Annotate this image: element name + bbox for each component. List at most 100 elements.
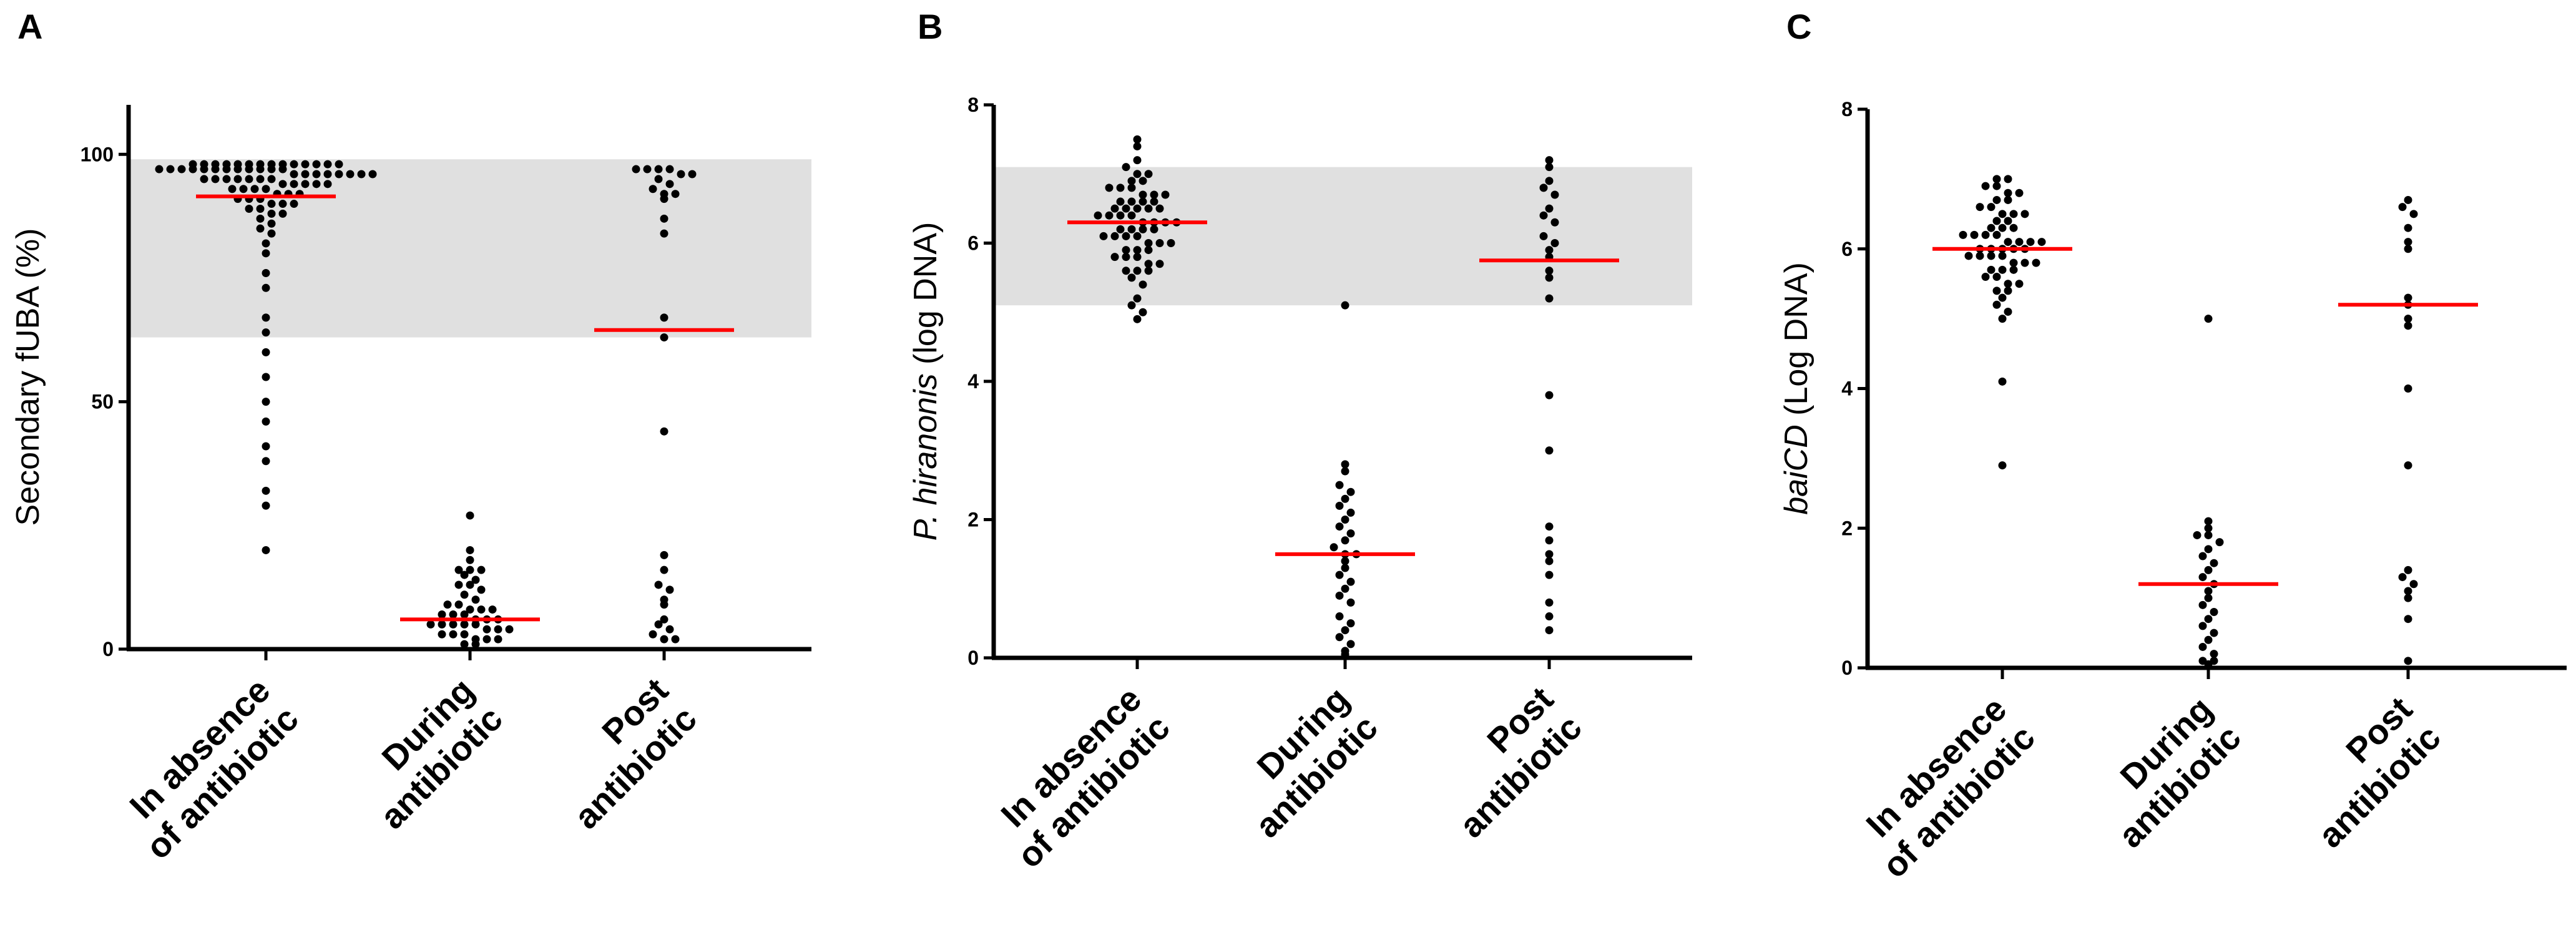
data-point <box>2404 657 2412 665</box>
y-tick-label: 6 <box>967 232 979 255</box>
data-point <box>2020 210 2029 218</box>
data-point <box>262 185 270 193</box>
data-point <box>1341 467 1349 476</box>
data-point <box>482 625 491 634</box>
panel-b: B 0 2 4 6 8 P. hiranonis (log DNA) In absenceof… <box>908 7 1692 875</box>
data-point <box>1346 577 1355 586</box>
data-point <box>660 565 668 574</box>
y-tick-label: 0 <box>1841 657 1853 679</box>
data-point <box>1346 487 1355 496</box>
data-point <box>1981 182 1990 190</box>
data-point <box>1992 182 2001 190</box>
y-tick-label: 0 <box>967 647 979 669</box>
data-point <box>1545 177 1554 185</box>
data-point <box>1116 184 1125 192</box>
data-point <box>177 165 186 174</box>
data-point <box>189 165 197 174</box>
data-point <box>1139 225 1147 233</box>
y-tick-label: 4 <box>967 370 979 393</box>
data-point <box>1139 177 1147 185</box>
data-point <box>1127 177 1136 185</box>
data-point <box>262 249 270 258</box>
data-point <box>2204 587 2213 595</box>
data-point <box>460 590 469 599</box>
data-point <box>1116 225 1125 233</box>
data-point <box>1346 598 1355 607</box>
data-point <box>2404 223 2412 232</box>
data-point <box>460 620 469 629</box>
data-point <box>2015 188 2024 197</box>
data-point <box>1341 494 1349 503</box>
y-axis-label-part: (log DNA) <box>908 222 944 374</box>
data-point <box>1133 267 1142 275</box>
data-point <box>2404 587 2412 595</box>
data-point <box>1998 293 2007 302</box>
data-point <box>2409 580 2418 589</box>
data-point <box>2004 286 2012 295</box>
data-point <box>649 185 657 193</box>
y-tick-label: 100 <box>81 143 114 165</box>
data-point <box>643 165 652 174</box>
data-point <box>290 170 298 179</box>
data-point <box>2204 524 2213 532</box>
data-point <box>1545 294 1554 303</box>
data-point <box>471 575 480 584</box>
data-point <box>262 546 270 554</box>
data-point <box>2404 195 2412 204</box>
data-point <box>222 175 231 184</box>
data-point <box>660 615 668 624</box>
data-point <box>166 165 175 174</box>
data-point <box>2204 315 2213 323</box>
data-point <box>1144 239 1153 247</box>
data-point <box>1346 529 1355 538</box>
y-axis-label-part: P. hiranonis <box>908 373 944 541</box>
data-point <box>660 214 668 223</box>
data-point <box>2204 517 2213 526</box>
data-point <box>267 175 276 184</box>
data-point <box>477 605 486 614</box>
data-point <box>1341 650 1349 658</box>
data-point <box>654 580 663 589</box>
data-point <box>1964 252 1973 260</box>
data-point <box>312 180 321 188</box>
data-point <box>460 570 469 579</box>
data-point <box>1127 301 1136 310</box>
data-point <box>2210 559 2218 567</box>
data-point <box>262 348 270 356</box>
panel-letter: C <box>1786 7 1811 46</box>
data-point <box>1545 522 1554 531</box>
data-point <box>449 630 458 639</box>
data-point <box>438 610 446 619</box>
data-point <box>1122 232 1130 240</box>
data-point <box>660 229 668 238</box>
category-label: Postantibiotic <box>1423 679 1589 845</box>
data-point <box>2204 565 2213 574</box>
data-point <box>1545 156 1554 165</box>
data-point <box>228 185 237 193</box>
data-point <box>471 595 480 604</box>
data-point <box>1167 239 1175 247</box>
data-point <box>449 620 458 629</box>
data-point <box>1116 197 1125 206</box>
data-point <box>665 180 674 188</box>
data-point <box>211 175 220 184</box>
data-point <box>1127 273 1136 282</box>
data-point <box>256 175 265 184</box>
data-point <box>654 175 663 184</box>
panel-a: A 0 50 100 Secondary fUBA (%) In absenceof an… <box>10 7 811 866</box>
data-point <box>2404 238 2412 247</box>
data-point <box>477 565 486 574</box>
data-point <box>239 185 248 193</box>
data-point <box>466 555 474 564</box>
data-point <box>2398 573 2407 582</box>
data-point <box>671 635 680 644</box>
data-point <box>466 605 474 614</box>
y-tick-label: 2 <box>1841 517 1853 539</box>
data-point <box>1987 265 1996 274</box>
data-point <box>1545 570 1554 579</box>
data-point <box>1099 232 1108 240</box>
data-point <box>1122 267 1130 275</box>
data-point <box>443 600 452 609</box>
data-point <box>1127 184 1136 192</box>
data-point <box>2198 600 2207 609</box>
